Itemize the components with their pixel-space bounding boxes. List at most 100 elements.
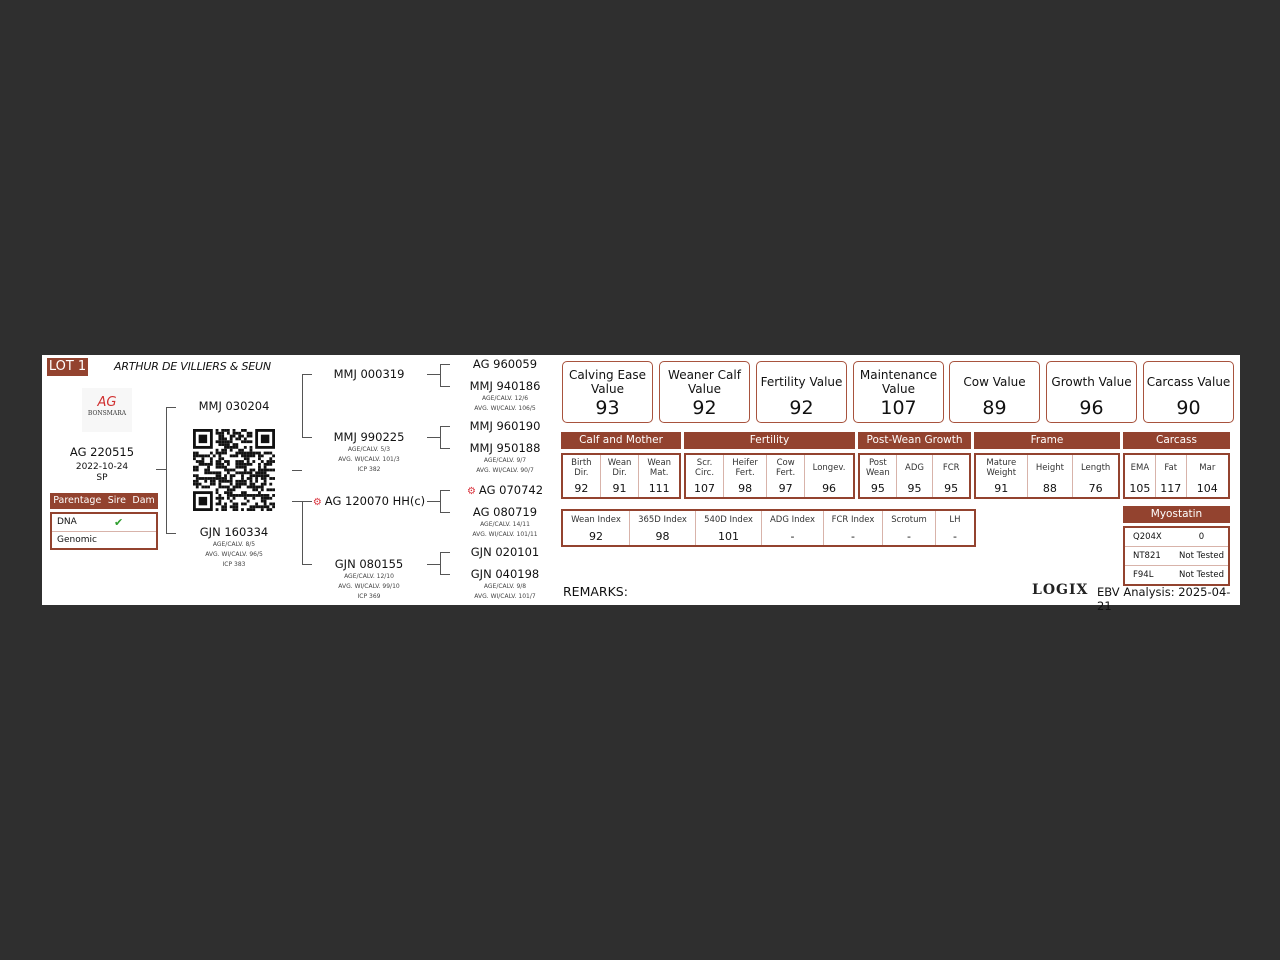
group-header: Frame (974, 432, 1120, 449)
value-label: Fertility Value (760, 375, 843, 389)
animal-id: AG 220515 (69, 445, 135, 459)
group-table: EMA 105 Fat 117 Mar 104 (1123, 453, 1230, 499)
pedigree-line (427, 437, 440, 438)
pedigree-line (440, 552, 450, 553)
group-table: Mature Weight 91 Height 88 Length 76 (974, 453, 1120, 499)
gen3-animal: GJN 040198 (470, 567, 540, 581)
ebv-cell: Heifer Fert. 98 (724, 455, 768, 497)
value-box: Cow Value 89 (949, 361, 1040, 423)
pedigree-line (440, 364, 441, 386)
myostatin-table: Q204X 0 NT821 Not Tested F94L Not Tested (1123, 526, 1230, 586)
pedigree-line (440, 386, 450, 387)
pedigree-line (302, 437, 312, 438)
myostatin-row: F94L Not Tested (1133, 570, 1224, 580)
remarks-label: REMARKS: (563, 584, 628, 599)
sire-id: MMJ 030204 (198, 399, 270, 413)
animal-stats: AGE/CALV. 9/7 AVG. WI/CALV. 90/7 (476, 457, 534, 474)
index-cell: Scrotum - (883, 511, 936, 545)
group-header: Post-Wean Growth (858, 432, 971, 449)
lot-card: LOT 1 ARTHUR DE VILLIERS & SEUN AG BONSM… (42, 355, 1240, 613)
value-box: Maintenance Value 107 (853, 361, 944, 423)
animal-stats: AGE/CALV. 5/3 AVG. WI/CALV. 101/3 ICP 382 (338, 446, 400, 473)
value-label: Carcass Value (1146, 375, 1231, 389)
ebv-cell: Mature Weight 91 (976, 455, 1028, 497)
ebv-cell: EMA 105 (1125, 455, 1156, 497)
gen3-animal: AG 960059 (472, 357, 538, 371)
value-number: 90 (1176, 397, 1201, 419)
qr-code[interactable] (193, 429, 275, 511)
animal-type: SP (96, 473, 108, 483)
value-number: 92 (692, 397, 717, 419)
gen3-animal: MMJ 950188 (469, 441, 541, 455)
pedigree-line (302, 374, 303, 437)
myostatin-header: Myostatin (1123, 506, 1230, 523)
ebv-cell: Wean Mat. 111 (647, 458, 672, 495)
index-cell: LH - (949, 515, 961, 543)
ebv-cell: Birth Dir. 92 (563, 455, 601, 497)
pedigree-line (427, 501, 440, 502)
group-table: Post Wean 95 ADG 95 FCR 95 (858, 453, 971, 499)
ebv-analysis-date: EBV Analysis: 2025-04-21 (1097, 585, 1231, 613)
cgt-icon: ⚙ (312, 497, 322, 508)
value-number: 96 (1079, 397, 1104, 419)
gen3-animal: GJN 020101 (470, 545, 540, 559)
index-cell: 365D Index 98 (630, 511, 696, 545)
parentage-row-genomic: Genomic (57, 535, 97, 545)
ebv-cell: Scr. Circ. 107 (686, 455, 725, 497)
value-box: Weaner Calf Value 92 (659, 361, 750, 423)
ebv-cell: Fat 117 (1156, 455, 1187, 497)
value-box: Fertility Value 92 (756, 361, 847, 423)
value-box: Calving Ease Value 93 (562, 361, 653, 423)
ebv-cell: FCR 95 (942, 463, 960, 495)
value-box: Carcass Value 90 (1143, 361, 1234, 423)
pedigree-line (292, 470, 302, 471)
ebv-cell: Wean Dir. 91 (601, 455, 640, 497)
birth-date: 2022-10-24 (75, 462, 129, 472)
gen2-animal: GJN 080155 (334, 557, 404, 571)
lot-badge: LOT 1 (47, 358, 88, 376)
pedigree-line (440, 490, 450, 491)
value-label: Cow Value (963, 375, 1026, 389)
pedigree-line (440, 426, 441, 448)
dam-id: GJN 160334 (199, 525, 269, 539)
pedigree-line (427, 374, 440, 375)
gen3-animal: AG 080719 (472, 505, 538, 519)
myostatin-row: Q204X 0 (1125, 528, 1228, 547)
animal-stats: AGE/CALV. 9/8 AVG. WI/CALV. 101/7 (474, 583, 536, 600)
value-number: 107 (880, 397, 917, 419)
value-number: 89 (982, 397, 1007, 419)
pedigree-line (440, 490, 441, 512)
dam-stats: AGE/CALV. 8/5 AVG. WI/CALV. 96/5 ICP 383 (205, 541, 263, 568)
ebv-cell: Mar 104 (1196, 463, 1218, 495)
gen3-animal: MMJ 960190 (469, 419, 541, 433)
parentage-row-dna: DNA ✔ (52, 514, 156, 532)
pedigree-line (302, 564, 312, 565)
pedigree-line (427, 564, 440, 565)
logix-logo: LOGIX (1032, 582, 1089, 598)
index-cell: FCR Index - (824, 511, 883, 545)
parentage-header: Parentage Sire Dam (50, 493, 158, 509)
animal-stats: AGE/CALV. 12/10 AVG. WI/CALV. 99/10 ICP 36… (338, 573, 400, 600)
ebv-cell: ADG 95 (897, 455, 934, 497)
value-label: Weaner Calf Value (668, 368, 741, 396)
gen2-animal: MMJ 000319 (333, 367, 405, 381)
group-header: Calf and Mother (561, 432, 681, 449)
value-label: Calving Ease Value (568, 368, 647, 396)
ebv-cell: Cow Fert. 97 (767, 455, 806, 497)
pedigree-line (440, 364, 450, 365)
owner-name: ARTHUR DE VILLIERS & SEUN (114, 360, 271, 373)
pedigree-line (302, 374, 312, 375)
pedigree-line (440, 574, 450, 575)
animal-stats: AGE/CALV. 12/6 AVG. WI/CALV. 106/5 (474, 395, 536, 412)
bonsmara-logo: AG BONSMARA (82, 388, 132, 432)
pedigree-line (292, 501, 302, 502)
pedigree-line (440, 552, 441, 574)
index-cell: ADG Index - (762, 511, 824, 545)
check-icon: ✔ (114, 516, 124, 529)
ebv-cell: Length 76 (1080, 463, 1111, 495)
animal-stats: AGE/CALV. 14/11 AVG. WI/CALV. 101/11 (472, 521, 538, 538)
group-header: Carcass (1123, 432, 1230, 449)
gen2-animal: MMJ 990225 (333, 430, 405, 444)
gen2-animal: ⚙ AG 120070 HH(c) (312, 494, 426, 508)
ebv-cell: Height 88 (1028, 455, 1074, 497)
